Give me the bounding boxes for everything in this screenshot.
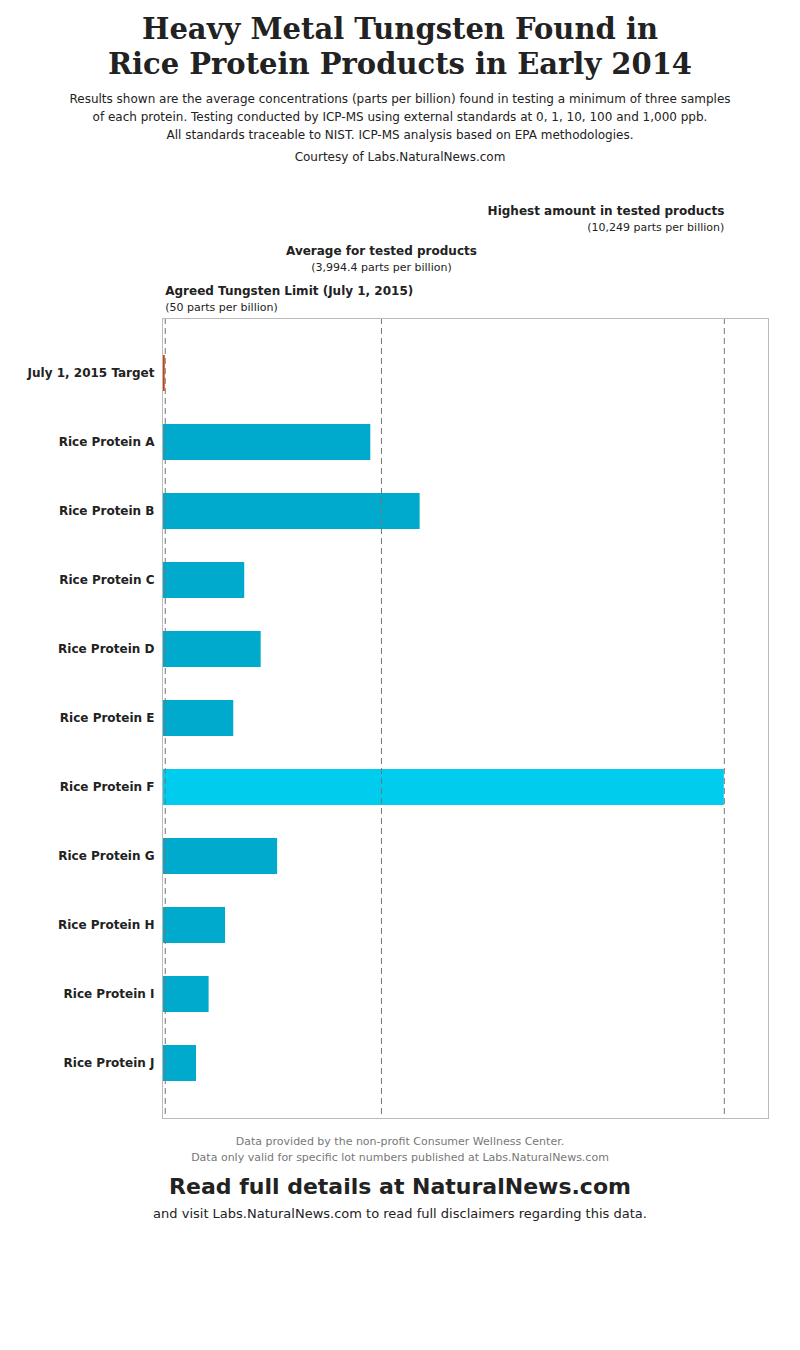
svg-text:July 1, 2015 Target: July 1, 2015 Target [27,366,155,380]
svg-text:Agreed Tungsten Limit (July 1,: Agreed Tungsten Limit (July 1, 2015) [165,283,413,297]
svg-text:Rice Protein G: Rice Protein G [58,849,154,863]
svg-text:Rice Protein D: Rice Protein D [58,642,154,656]
svg-text:Highest amount in tested produ: Highest amount in tested products [488,203,725,217]
svg-text:Average for tested products: Average for tested products [286,243,477,257]
html-text:Data provided by the non-profi: Data provided by the non-profit Consumer… [235,1134,565,1148]
html-text:Data only valid for specific l: Data only valid for specific lot numbers… [191,1151,609,1165]
svg-text:(3,994.4 parts per billion): (3,994.4 parts per billion) [311,260,452,273]
html-text:Heavy Metal Tungsten Found in: Heavy Metal Tungsten Found in Rice Prote… [107,12,692,81]
html-text:Results shown are the average: Results shown are the average concentrat… [69,91,731,142]
svg-text:Rice Protein C: Rice Protein C [59,573,154,587]
svg-text:Rice Protein I: Rice Protein I [64,987,155,1001]
html-text:and visit Labs.NaturalNews.com: and visit Labs.NaturalNews.com to read f… [153,1206,647,1222]
svg-text:(50 parts per billion): (50 parts per billion) [165,300,278,313]
svg-text:Rice Protein A: Rice Protein A [59,435,155,449]
html-text:Read full details at NaturalNe: Read full details at NaturalNews.com [169,1173,631,1199]
svg-text:Rice Protein H: Rice Protein H [58,918,155,932]
svg-text:(10,249 parts per billion): (10,249 parts per billion) [587,220,724,233]
svg-text:Rice Protein E: Rice Protein E [60,711,155,725]
svg-text:Rice Protein B: Rice Protein B [59,504,155,518]
svg-text:Rice Protein J: Rice Protein J [64,1056,155,1070]
html-text:Courtesy of Labs.NaturalNews.c: Courtesy of Labs.NaturalNews.com [294,149,506,164]
svg-text:Rice Protein F: Rice Protein F [60,780,155,794]
